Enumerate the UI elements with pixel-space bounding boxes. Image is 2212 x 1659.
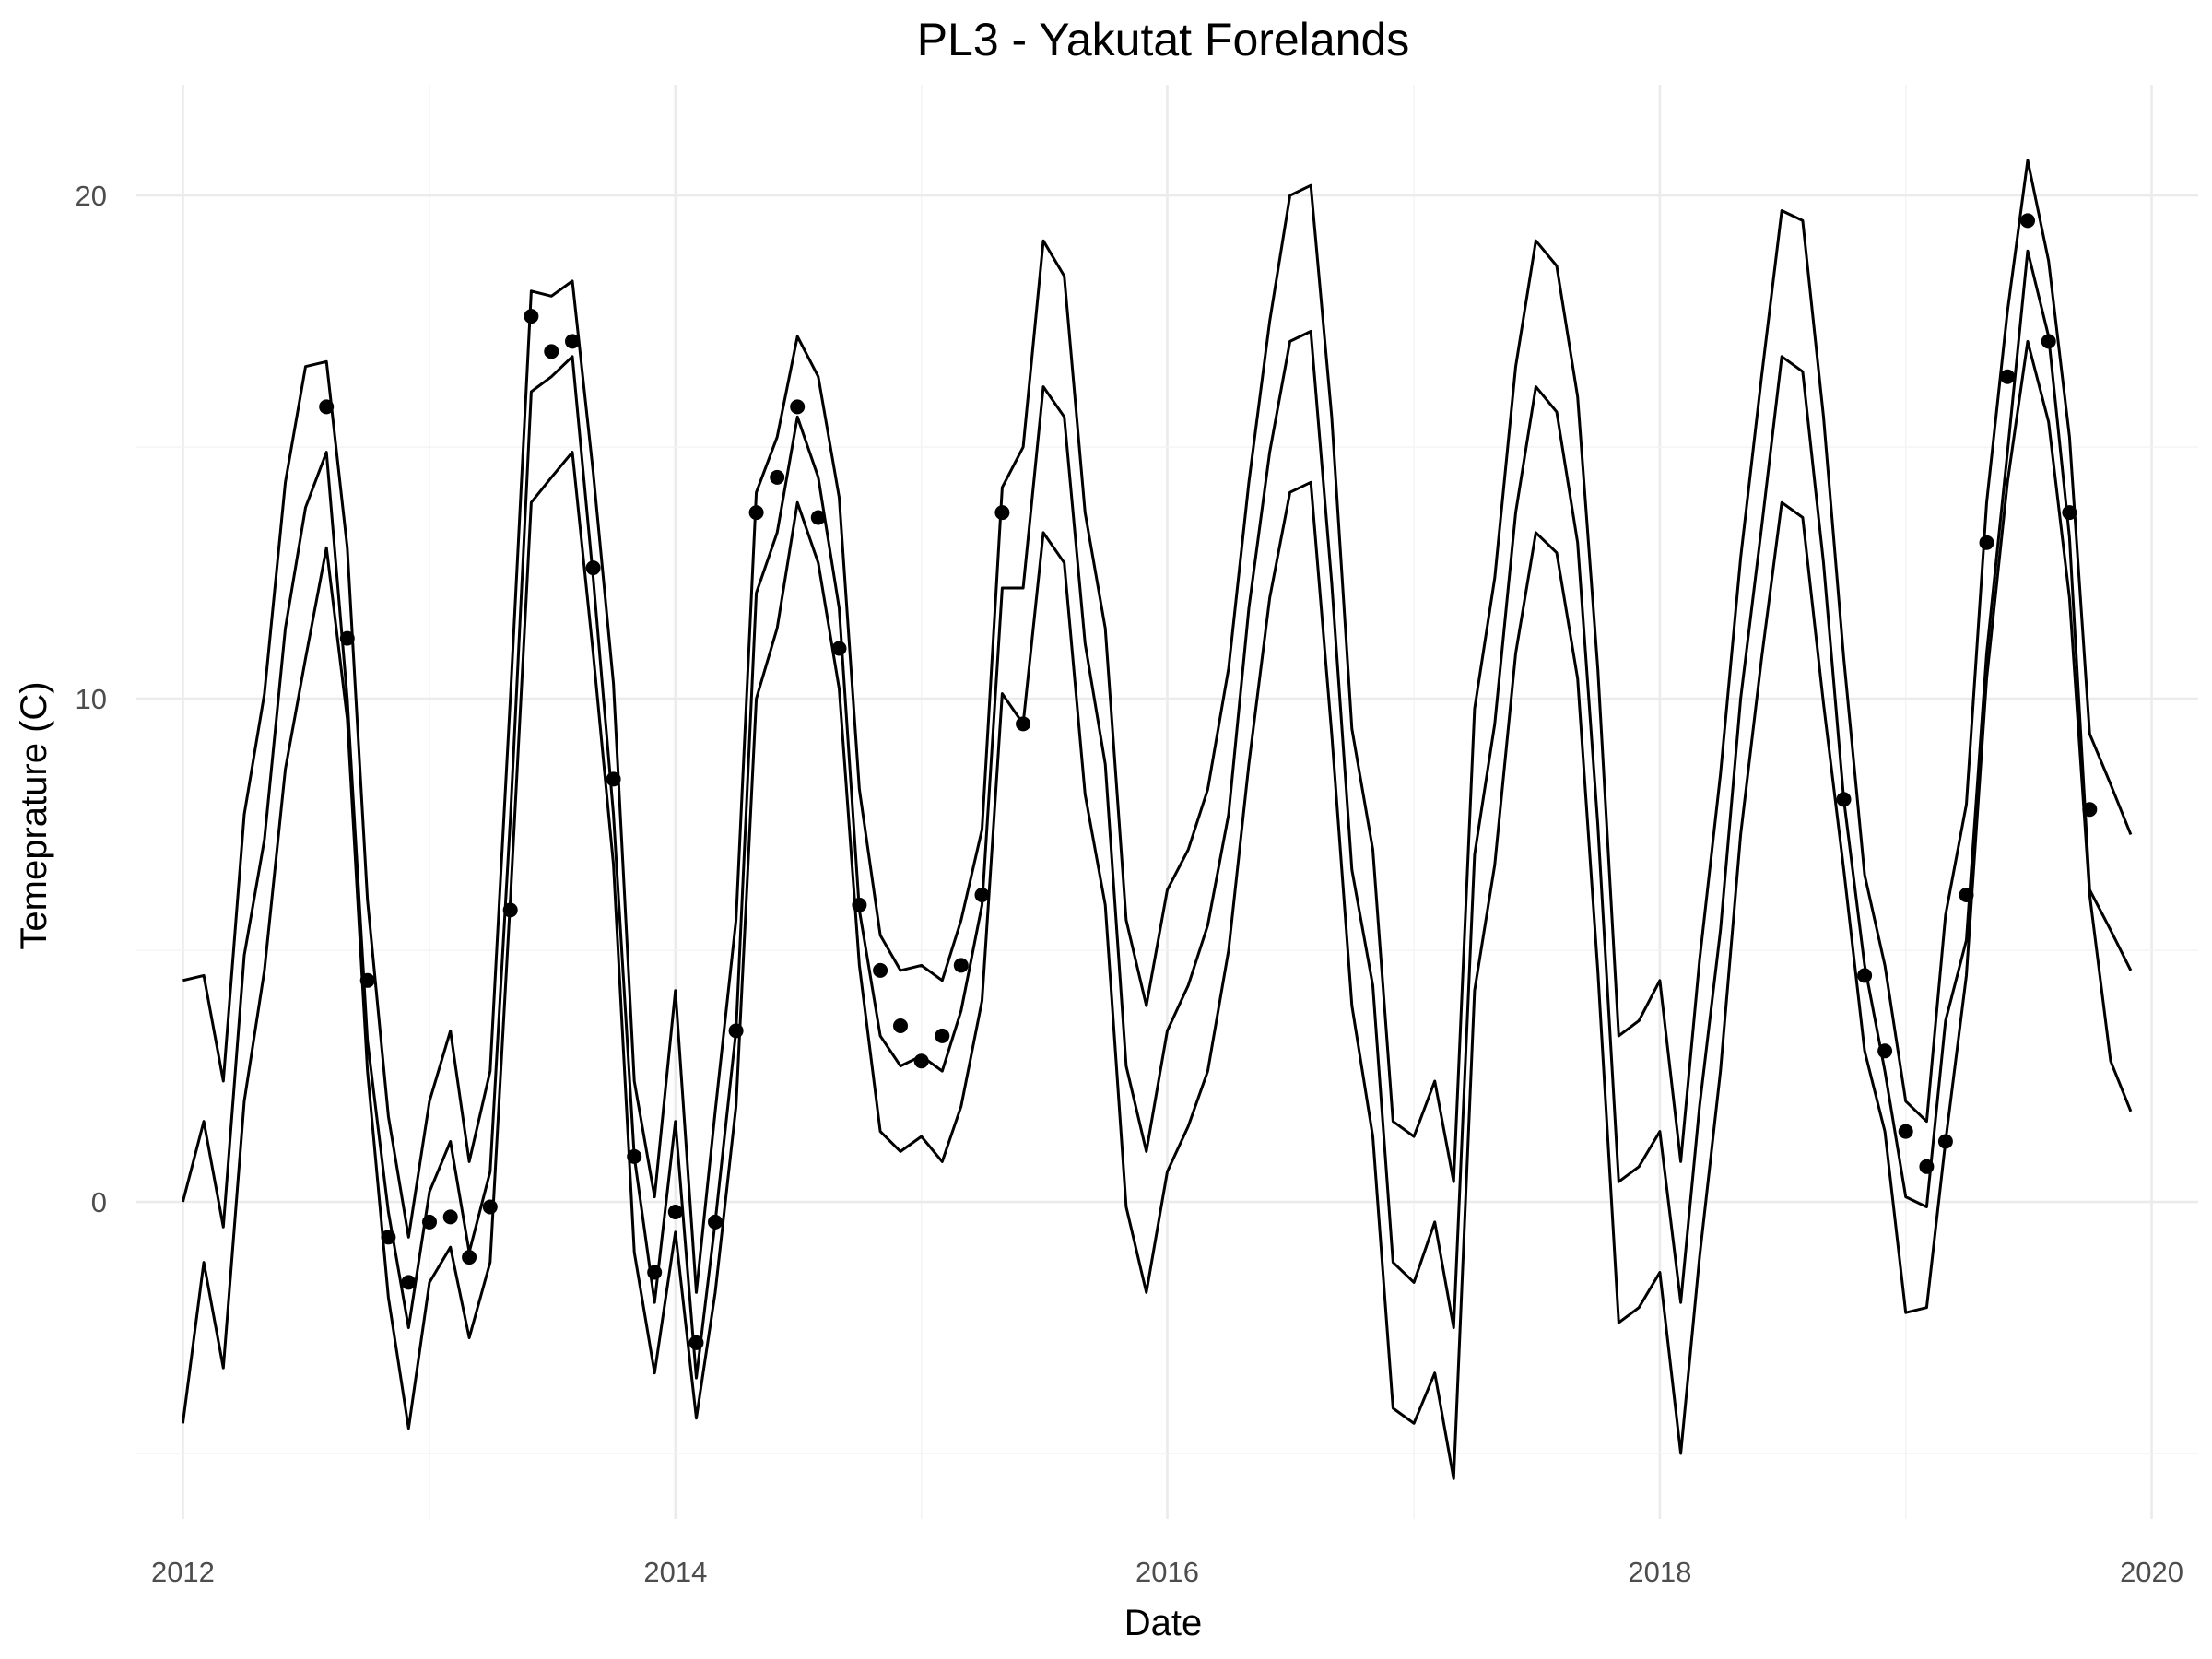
x-tick-label: 2014 bbox=[643, 1556, 707, 1588]
data-point bbox=[748, 505, 764, 521]
data-point bbox=[831, 641, 847, 656]
chart-title: PL3 - Yakutat Forelands bbox=[917, 14, 1410, 65]
data-point bbox=[790, 399, 806, 415]
series-line-1 bbox=[182, 159, 2133, 1294]
data-point bbox=[1857, 968, 1873, 983]
data-point bbox=[935, 1028, 950, 1043]
data-point bbox=[2020, 213, 2035, 229]
data-point bbox=[2000, 369, 2016, 384]
data-point bbox=[688, 1335, 704, 1350]
data-point bbox=[1898, 1124, 1913, 1139]
data-point bbox=[2041, 334, 2056, 349]
data-point bbox=[708, 1214, 723, 1230]
observed-points bbox=[319, 213, 2098, 1350]
data-point bbox=[482, 1199, 498, 1215]
data-point bbox=[381, 1230, 396, 1245]
data-point bbox=[544, 344, 559, 359]
data-point bbox=[893, 1018, 908, 1033]
data-point bbox=[1959, 888, 1974, 902]
y-tick-label: 0 bbox=[91, 1186, 107, 1218]
x-tick-label: 2020 bbox=[2120, 1556, 2183, 1588]
data-point bbox=[1877, 1043, 1893, 1059]
data-point bbox=[422, 1214, 437, 1230]
data-point bbox=[1937, 1134, 1953, 1149]
x-tick-label: 2018 bbox=[1628, 1556, 1691, 1588]
data-point bbox=[442, 1209, 458, 1225]
data-point bbox=[994, 505, 1010, 521]
data-point bbox=[339, 630, 355, 646]
x-tick-label: 2016 bbox=[1135, 1556, 1199, 1588]
data-point bbox=[667, 1205, 683, 1219]
series-lines bbox=[181, 159, 2133, 1480]
data-point bbox=[627, 1148, 642, 1164]
data-point bbox=[953, 958, 969, 973]
y-tick-label: 20 bbox=[76, 180, 107, 212]
data-point bbox=[524, 309, 539, 324]
tick-labels: 2012 2014 2016 2018 2020 0 10 20 bbox=[76, 180, 2184, 1588]
data-point bbox=[401, 1275, 417, 1290]
data-point bbox=[606, 771, 621, 787]
data-point bbox=[974, 888, 990, 902]
x-axis-title: Date bbox=[1124, 1603, 1203, 1643]
data-point bbox=[359, 972, 375, 988]
series-line-2 bbox=[181, 249, 2133, 1380]
data-point bbox=[913, 1053, 929, 1069]
data-point bbox=[1836, 792, 1852, 807]
data-point bbox=[873, 962, 888, 978]
x-tick-label: 2012 bbox=[151, 1556, 215, 1588]
y-tick-label: 10 bbox=[76, 683, 107, 715]
data-point bbox=[502, 902, 518, 918]
data-point bbox=[1919, 1159, 1935, 1174]
data-point bbox=[770, 469, 785, 485]
data-point bbox=[565, 334, 580, 349]
data-point bbox=[647, 1265, 663, 1280]
data-point bbox=[2082, 802, 2098, 818]
data-point bbox=[852, 897, 867, 912]
data-point bbox=[1979, 535, 1994, 550]
data-point bbox=[585, 560, 601, 576]
data-point bbox=[810, 510, 826, 525]
data-point bbox=[728, 1023, 744, 1039]
data-point bbox=[2062, 505, 2077, 521]
series-line-3 bbox=[181, 339, 2133, 1480]
grid-lines bbox=[136, 85, 2198, 1519]
data-point bbox=[462, 1250, 477, 1265]
y-axis-title: Temeprature (C) bbox=[14, 681, 54, 949]
data-point bbox=[1016, 716, 1031, 732]
data-point bbox=[319, 399, 335, 415]
